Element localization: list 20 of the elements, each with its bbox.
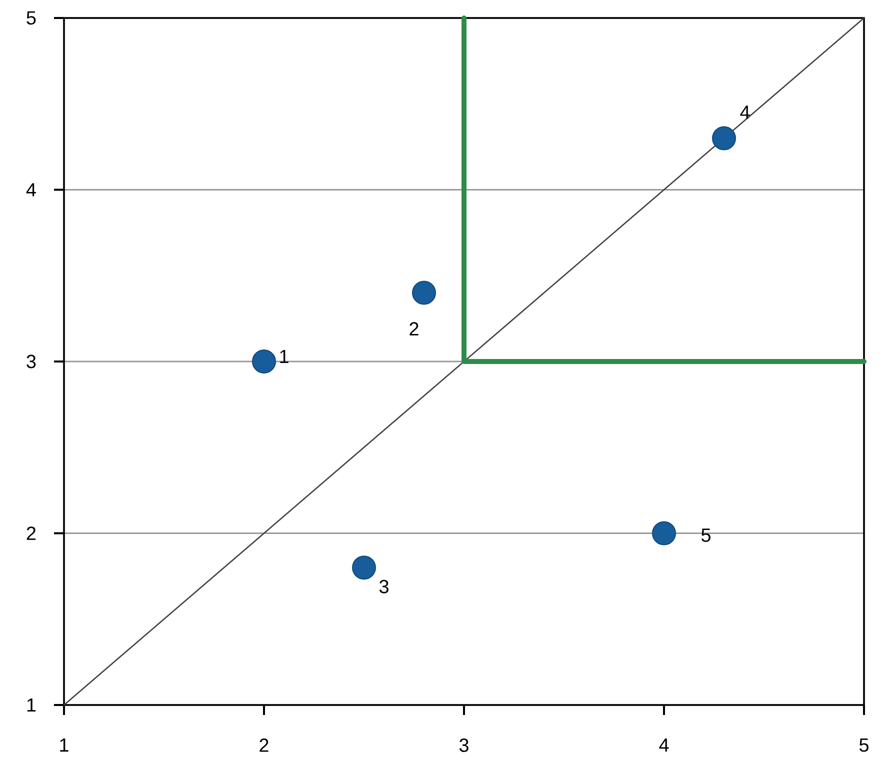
y-tick-label: 3	[26, 354, 36, 368]
y-tick-label: 5	[26, 11, 36, 25]
point	[652, 521, 676, 546]
point	[252, 349, 276, 374]
y-tick-label: 2	[26, 526, 36, 540]
point	[712, 126, 736, 150]
annotation: 5	[701, 528, 710, 542]
x-tick-label: 1	[60, 738, 68, 752]
annotation: 4	[740, 106, 750, 119]
x-tick-label: 4	[659, 738, 669, 752]
annotation: 1	[280, 350, 288, 364]
x-tick-label: 2	[260, 738, 268, 752]
point	[352, 556, 376, 580]
x-tick-label: 5	[859, 738, 868, 752]
y-tick-label: 1	[27, 698, 36, 712]
y-tick-label: 4	[26, 183, 36, 196]
annotation: 2	[410, 322, 418, 336]
point	[412, 280, 436, 305]
annotation: 3	[379, 580, 388, 594]
x-tick-label: 3	[459, 738, 468, 752]
